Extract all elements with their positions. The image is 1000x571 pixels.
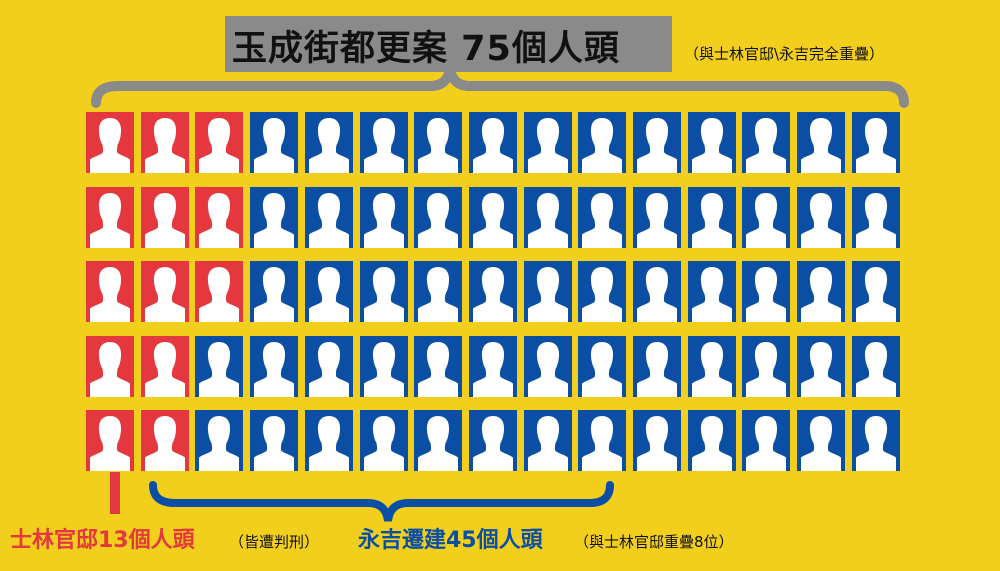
red-marker-line [110,472,120,514]
person-icon-blue [523,261,572,323]
person-icon-blue [195,335,244,397]
person-icon-blue [742,186,791,248]
shilin-note: （皆遭判刑） [229,533,320,551]
person-icon-blue [250,112,299,173]
person-icon-blue [468,261,517,323]
person-icon-blue [742,112,791,173]
person-icon-blue [742,261,791,323]
person-icon-blue [578,410,627,472]
person-icon-red [86,410,134,472]
person-icon-blue [687,410,736,472]
person-icon-blue [250,261,299,323]
person-icon-blue [304,335,353,397]
shilin-label: 士林官邸13個人頭 [10,528,195,553]
person-icon-blue [304,112,353,173]
person-icon-blue [468,410,517,472]
person-icon-blue [359,261,408,323]
person-icon-blue [359,186,408,248]
person-icon-red [86,112,134,173]
person-icon-blue [304,410,353,472]
person-icon-blue [578,335,627,397]
person-icon-red [195,261,244,323]
person-icon-red [140,410,189,472]
person-icon-blue [578,112,627,173]
person-icon-blue [304,186,353,248]
person-icon-red [195,112,244,173]
person-icon-blue [851,335,900,397]
person-icon-blue [250,410,299,472]
yongji-label: 永吉遷建45個人頭 [358,528,543,553]
person-icon-blue [359,410,408,472]
person-icon-red [86,261,134,323]
person-icon-blue [578,261,627,323]
person-icon-blue [523,410,572,472]
person-icon-blue [414,261,463,323]
person-icon-blue [414,335,463,397]
person-icon-blue [523,112,572,173]
person-icon-blue [414,410,463,472]
person-icon-red [140,335,189,397]
person-icon-red [86,335,134,397]
person-icon-blue [851,410,900,472]
person-icon-blue [359,335,408,397]
person-icon-blue [633,410,681,472]
title-note: （與士林官邸\永吉完全重疊） [684,45,885,63]
person-icon-blue [523,335,572,397]
person-icon-blue [304,261,353,323]
person-icon-blue [250,335,299,397]
person-icon-blue [687,186,736,248]
title-banner [225,16,672,72]
person-icon-blue [687,112,736,173]
person-icon-red [140,261,189,323]
person-icon-blue [468,112,517,173]
yongji-note: （與士林官邸重疊8位） [574,533,734,551]
gray-brace [91,67,909,108]
person-icon-red [140,112,189,173]
person-icon-blue [633,335,681,397]
person-icon-blue [414,186,463,248]
person-icon-blue [797,261,846,323]
person-icon-blue [250,186,299,248]
person-icon-red [140,186,189,248]
page-title: 玉成街都更案 75個人頭 [232,29,620,69]
blue-brace [149,481,614,522]
person-icon-blue [633,112,681,173]
person-icon-blue [687,261,736,323]
person-icon-red [86,186,134,248]
person-icon-blue [851,261,900,323]
person-icon-blue [633,261,681,323]
person-icon-blue [414,112,463,173]
person-icon-blue [195,410,244,472]
person-icon-blue [851,112,900,173]
person-icon-blue [797,335,846,397]
person-icon-blue [359,112,408,173]
person-icon-blue [742,335,791,397]
person-icon-red [195,186,244,248]
person-icon-blue [633,186,681,248]
person-icon-blue [851,186,900,248]
person-icon-blue [687,335,736,397]
person-icon-blue [797,410,846,472]
person-icon-blue [742,410,791,472]
person-icon-blue [797,186,846,248]
person-icon-blue [468,186,517,248]
person-icon-blue [797,112,846,173]
person-icon-blue [578,186,627,248]
person-icon-blue [468,335,517,397]
person-icon-blue [523,186,572,248]
